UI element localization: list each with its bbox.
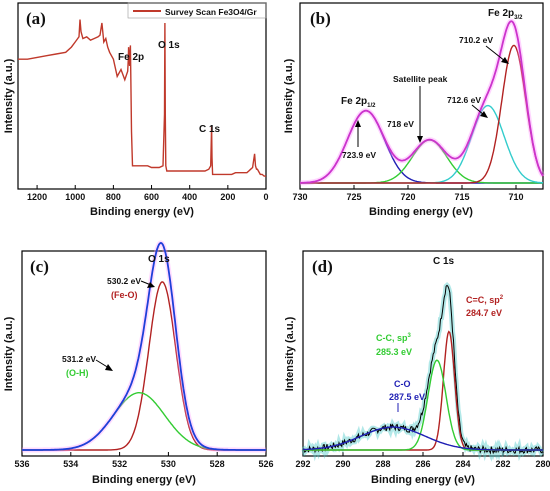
panel-c-xlabel: Binding energy (eV) [92, 474, 196, 486]
x-tick-label: 286 [415, 459, 430, 469]
arrowhead-723-9 [355, 120, 361, 127]
x-tick-label: 600 [144, 192, 159, 202]
ann-531-2: 531.2 eV [62, 354, 96, 364]
panel-d-ylabel: Intensity (a.u.) [284, 316, 296, 391]
panel-b-frame [299, 2, 544, 190]
ann-fe2p-survey: Fe 2p [118, 52, 144, 63]
panel-c-ylabel: Intensity (a.u.) [3, 316, 15, 391]
arrowhead-712-6 [480, 111, 488, 118]
panel-a-label: (a) [26, 9, 46, 28]
panel-a-xlabel: Binding energy (eV) [90, 206, 194, 218]
ann-fe2p12-label: Fe 2p1/2 [341, 96, 376, 109]
panel-d-xlabel: Binding energy (eV) [371, 474, 475, 486]
x-tick-label: 292 [295, 459, 310, 469]
raw-data-line [302, 284, 544, 455]
ann-c-o: C-O [394, 379, 411, 389]
panel-c-label: (c) [30, 257, 49, 276]
arrowhead-531-2 [105, 364, 113, 371]
panel-b-ylabel: Intensity (a.u.) [283, 58, 295, 133]
panel-a: 1200 1000 800 600 400 200 0 (a) Survey Scan Fe… [3, 2, 269, 218]
ann-o1s-survey: O 1s [158, 40, 180, 51]
x-tick-label: 1000 [65, 192, 85, 202]
x-tick-label: 288 [375, 459, 390, 469]
envelope-line [300, 20, 544, 184]
component-o_oh [22, 392, 266, 451]
legend-label-survey: Survey Scan Fe3O4/Gr [165, 7, 257, 17]
ann-287-5: 287.5 eV [389, 392, 425, 402]
ann-fe2p32-label: Fe 2p3/2 [488, 8, 523, 21]
x-tick-label: 1200 [27, 192, 47, 202]
envelope-line [22, 241, 266, 451]
ann-o1s: O 1s [148, 254, 170, 265]
arrowhead-satellite [417, 136, 423, 143]
x-tick-label: 725 [346, 192, 361, 202]
ann-712-6: 712.6 eV [447, 95, 481, 105]
panel-b-xlabel: Binding energy (eV) [369, 206, 473, 218]
x-tick-label: 715 [454, 192, 469, 202]
ann-fe-o: (Fe-O) [111, 290, 138, 300]
ann-c-sp2: C=C, sp2 [466, 295, 504, 305]
x-tick-label: 710 [508, 192, 523, 202]
x-tick-label: 280 [535, 459, 550, 469]
component-fe_2p32_high [300, 44, 544, 184]
survey-scan-line [18, 19, 266, 177]
x-tick-label: 530 [161, 459, 176, 469]
x-tick-label: 526 [258, 459, 273, 469]
ann-530-2: 530.2 eV [107, 276, 141, 286]
x-tick-label: 720 [400, 192, 415, 202]
x-tick-label: 536 [14, 459, 29, 469]
x-tick-label: 290 [335, 459, 350, 469]
fit-halo [301, 281, 545, 462]
ann-c1s-survey: C 1s [199, 124, 221, 135]
panel-a-ylabel: Intensity (a.u.) [3, 58, 15, 133]
x-tick-label: 534 [63, 459, 78, 469]
envelope-halo [22, 240, 266, 453]
x-tick-label: 284 [455, 459, 470, 469]
component-o_feo [22, 281, 266, 451]
arrowhead-530-2 [147, 282, 155, 288]
ann-285-3: 285.3 eV [376, 347, 412, 357]
arrow-710-2 [485, 45, 506, 62]
x-tick-label: 200 [220, 192, 235, 202]
panel-c: 536 534 532 530 528 526 (c) O 1s 530.2 eV (Fe… [3, 240, 274, 486]
ann-710-2: 710.2 eV [459, 35, 493, 45]
panel-b: 730 725 720 715 710 (b) Fe 2p1/2 723.9 eV 71… [283, 2, 546, 218]
panel-d-label: (d) [312, 257, 333, 276]
ann-satellite: Satellite peak [393, 74, 448, 84]
panel-b-label: (b) [310, 9, 331, 28]
x-tick-label: 0 [263, 192, 268, 202]
ann-718: 718 eV [387, 119, 414, 129]
ann-723-9: 723.9 eV [342, 150, 376, 160]
ann-284-7: 284.7 eV [466, 308, 502, 318]
ann-c-sp3: C-C, sp3 [376, 333, 412, 343]
x-tick-label: 800 [106, 192, 121, 202]
x-tick-label: 400 [182, 192, 197, 202]
component-c_co [302, 426, 543, 451]
panel-a-frame [17, 2, 267, 190]
arrow-712-6 [471, 104, 485, 116]
panel-c-frame [21, 250, 267, 457]
x-tick-label: 532 [112, 459, 127, 469]
x-tick-label: 282 [495, 459, 510, 469]
arrowhead-710-2 [501, 57, 509, 64]
x-tick-label: 528 [210, 459, 225, 469]
envelope-halo [300, 18, 546, 186]
ann-o-h: (O-H) [66, 368, 89, 378]
ann-c1s: C 1s [433, 256, 455, 267]
component-c_sp2 [303, 330, 543, 451]
legend-box [127, 2, 267, 19]
panel-d: 292 290 288 286 284 282 280 (d) C 1s C=C, sp2 … [284, 250, 550, 486]
x-tick-label: 730 [292, 192, 307, 202]
